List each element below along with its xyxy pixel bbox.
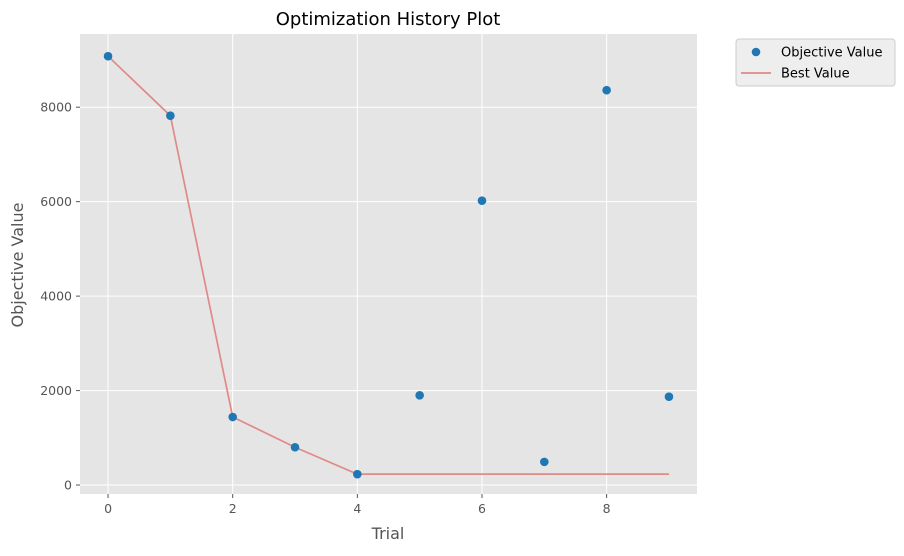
legend-box (735, 38, 896, 87)
objective-value-point (353, 469, 362, 479)
y-tick-label: 4000 (40, 289, 72, 304)
y-tick-label: 2000 (40, 383, 72, 398)
objective-value-point (664, 392, 674, 402)
y-tick-label: 0 (64, 478, 72, 493)
x-axis-title: Trial (371, 524, 405, 543)
objective-value-point (540, 457, 549, 467)
objective-value-point (228, 412, 237, 422)
objective-value-point (290, 442, 300, 452)
x-tick-label: 4 (353, 501, 361, 516)
chart-title: Optimization History Plot (276, 9, 501, 30)
objective-value-point (166, 111, 175, 121)
objective-value-point (477, 196, 487, 206)
legend-objective-marker (751, 47, 761, 57)
objective-value-point (602, 85, 611, 95)
grid-lines (80, 34, 697, 494)
plot-area (80, 34, 697, 494)
objective-points-layer (103, 51, 674, 479)
objective-value-point (103, 51, 113, 61)
objective-value-point (415, 390, 424, 400)
y-tick-label: 6000 (40, 194, 72, 209)
axis-ticks: 0 2 4 6 8 0 2000 4000 6000 8000 (40, 100, 610, 516)
y-axis-title: Objective Value (8, 203, 27, 328)
best-value-line (107, 55, 669, 476)
best-value-line-layer (107, 55, 669, 476)
x-tick-label: 2 (229, 501, 237, 516)
legend-objective-label: Objective Value (781, 46, 882, 61)
legend-best-label: Best Value (781, 67, 850, 82)
x-tick-label: 8 (603, 501, 611, 516)
legend: Objective Value Best Value (735, 38, 896, 87)
x-tick-label: 0 (104, 501, 112, 516)
y-tick-label: 8000 (40, 100, 72, 115)
x-tick-label: 6 (478, 501, 486, 516)
